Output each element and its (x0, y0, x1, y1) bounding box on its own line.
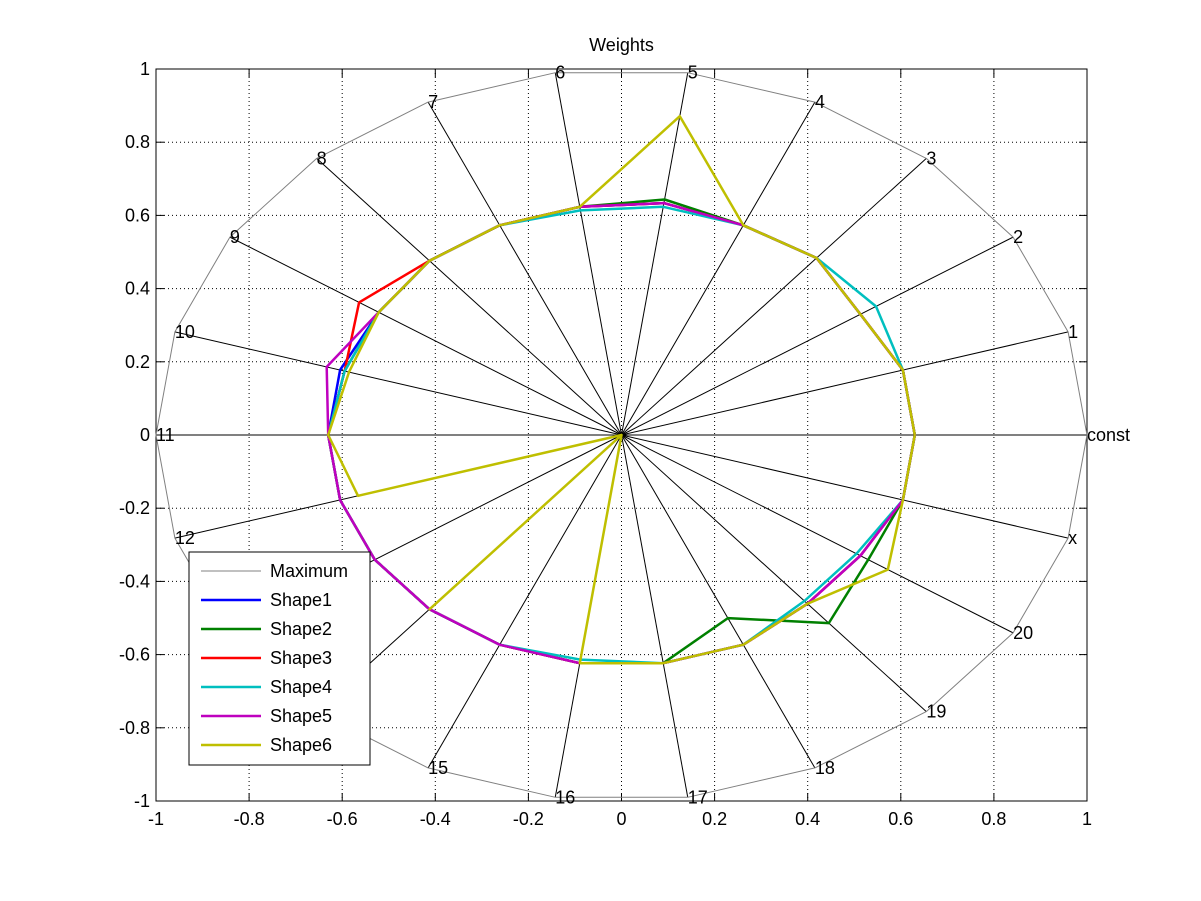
spoke-line (621, 101, 816, 436)
y-tick-label: 1 (140, 59, 150, 79)
x-tick-label: -0.4 (420, 809, 451, 829)
spoke-labels: const1234567891011121314151617181920x (156, 63, 1130, 808)
spoke-label: 3 (926, 148, 936, 168)
series-line (155, 72, 1088, 798)
spoke-line (621, 434, 927, 712)
spoke-label: 16 (555, 787, 575, 807)
y-tick-label: -0.6 (119, 645, 150, 665)
spoke-line (427, 434, 622, 769)
y-tick-label: -1 (134, 791, 150, 811)
x-tick-label: -0.2 (513, 809, 544, 829)
legend-label: Shape3 (270, 648, 332, 668)
spoke-line (427, 101, 622, 436)
series-line (326, 114, 917, 665)
spoke-line (621, 236, 1014, 436)
spoke-line (621, 331, 1069, 436)
spoke-line (621, 434, 689, 798)
spoke-label: 19 (926, 702, 946, 722)
legend: Maximum Shape1 Shape2 Shape3 Shape4 Shape5 Sha… (188, 551, 371, 766)
y-tick-label: 0.2 (125, 352, 150, 372)
spoke-line (621, 72, 689, 436)
spoke-label: 8 (317, 148, 327, 168)
x-tick-label: 0.8 (981, 809, 1006, 829)
y-tick-label: 0.6 (125, 205, 150, 225)
spoke-label: 15 (428, 758, 448, 778)
x-tick-label: 0.6 (888, 809, 913, 829)
spoke-label: x (1068, 528, 1077, 548)
spoke-line (621, 434, 1014, 634)
legend-label: Shape2 (270, 619, 332, 639)
spoke-label: 20 (1013, 623, 1033, 643)
y-tick-label: -0.8 (119, 718, 150, 738)
spoke-line (621, 434, 816, 769)
x-tick-label: 0 (616, 809, 626, 829)
series-polygons (155, 72, 1088, 798)
y-tick-label: -0.2 (119, 498, 150, 518)
spoke-label: 6 (555, 63, 565, 83)
axis-ticks: -1 -0.8 -0.6 -0.4 -0.2 0 0.2 0.4 0.6 0.8 1 -1 -0.8 -0… (119, 59, 1092, 829)
spoke-line (554, 72, 622, 436)
spoke-label: 10 (175, 322, 195, 342)
spoke-label: 1 (1068, 322, 1078, 342)
spoke-label: 2 (1013, 227, 1023, 247)
spoke-label: const (1087, 425, 1130, 445)
x-tick-label: 0.4 (795, 809, 820, 829)
x-tick-label: 0.2 (702, 809, 727, 829)
x-tick-label: -0.8 (234, 809, 265, 829)
x-tick-label: -1 (148, 809, 164, 829)
spoke-line (174, 331, 622, 436)
x-tick-label: -0.6 (327, 809, 358, 829)
spoke-label: 9 (230, 227, 240, 247)
y-tick-label: 0.4 (125, 279, 150, 299)
spoke-label: 7 (428, 92, 438, 112)
spoke-line (621, 158, 927, 436)
y-tick-label: 0.8 (125, 132, 150, 152)
legend-label: Maximum (270, 561, 348, 581)
spoke-label: 11 (156, 425, 175, 445)
legend-label: Shape4 (270, 677, 332, 697)
chart-title: Weights (589, 35, 654, 55)
spoke-label: 5 (688, 63, 698, 83)
legend-label: Shape5 (270, 706, 332, 726)
y-tick-label: 0 (140, 425, 150, 445)
x-tick-label: 1 (1082, 809, 1092, 829)
legend-label: Shape1 (270, 590, 332, 610)
spoke-label: 17 (688, 787, 708, 807)
spoke-line (229, 236, 622, 436)
spoke-label: 12 (175, 528, 195, 548)
spoke-label: 18 (815, 758, 835, 778)
spoke-line (621, 434, 1069, 539)
spoke-label: 4 (815, 92, 825, 112)
spoke-line (316, 158, 622, 436)
legend-label: Shape6 (270, 735, 332, 755)
y-tick-label: -0.4 (119, 571, 150, 591)
